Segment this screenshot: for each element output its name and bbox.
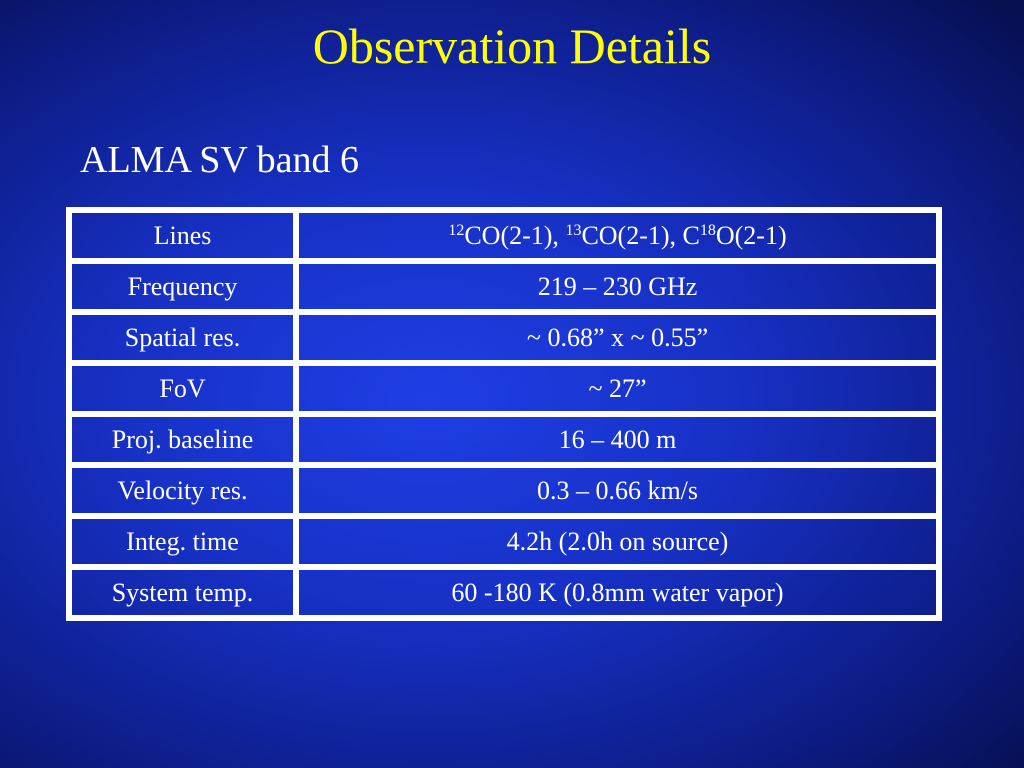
- row-label: Integ. time: [69, 516, 296, 567]
- slide-subtitle: ALMA SV band 6: [80, 139, 360, 181]
- isotope-12: 12: [448, 221, 465, 239]
- molecule-co-13: CO(2-1), C: [581, 220, 700, 250]
- row-value: 16 – 400 m: [296, 414, 939, 465]
- row-label: Proj. baseline: [69, 414, 296, 465]
- row-value-lines: 12CO(2-1), 13CO(2-1), C18O(2-1): [296, 210, 939, 261]
- table-row: Velocity res. 0.3 – 0.66 km/s: [69, 465, 939, 516]
- isotope-13: 13: [565, 221, 582, 239]
- molecule-o-18: O(2-1): [715, 220, 787, 250]
- observation-table: Lines 12CO(2-1), 13CO(2-1), C18O(2-1) Fr…: [66, 207, 942, 621]
- row-label: FoV: [69, 363, 296, 414]
- row-label: Frequency: [69, 261, 296, 312]
- row-label: System temp.: [69, 567, 296, 618]
- row-value: 4.2h (2.0h on source): [296, 516, 939, 567]
- table-row: Integ. time 4.2h (2.0h on source): [69, 516, 939, 567]
- row-value: 0.3 – 0.66 km/s: [296, 465, 939, 516]
- row-label: Spatial res.: [69, 312, 296, 363]
- table-row: FoV ~ 27”: [69, 363, 939, 414]
- table-row: Proj. baseline 16 – 400 m: [69, 414, 939, 465]
- table-row: Frequency 219 – 230 GHz: [69, 261, 939, 312]
- table-row: Lines 12CO(2-1), 13CO(2-1), C18O(2-1): [69, 210, 939, 261]
- row-value: ~ 0.68” x ~ 0.55”: [296, 312, 939, 363]
- molecule-co-12: CO(2-1),: [464, 220, 566, 250]
- row-value: 60 -180 K (0.8mm water vapor): [296, 567, 939, 618]
- slide-title: Observation Details: [312, 18, 712, 74]
- row-label-lines: Lines: [69, 210, 296, 261]
- row-value: ~ 27”: [296, 363, 939, 414]
- row-label: Velocity res.: [69, 465, 296, 516]
- table-row: Spatial res. ~ 0.68” x ~ 0.55”: [69, 312, 939, 363]
- isotope-18: 18: [699, 221, 716, 239]
- row-value: 219 – 230 GHz: [296, 261, 939, 312]
- table-row: System temp. 60 -180 K (0.8mm water vapo…: [69, 567, 939, 618]
